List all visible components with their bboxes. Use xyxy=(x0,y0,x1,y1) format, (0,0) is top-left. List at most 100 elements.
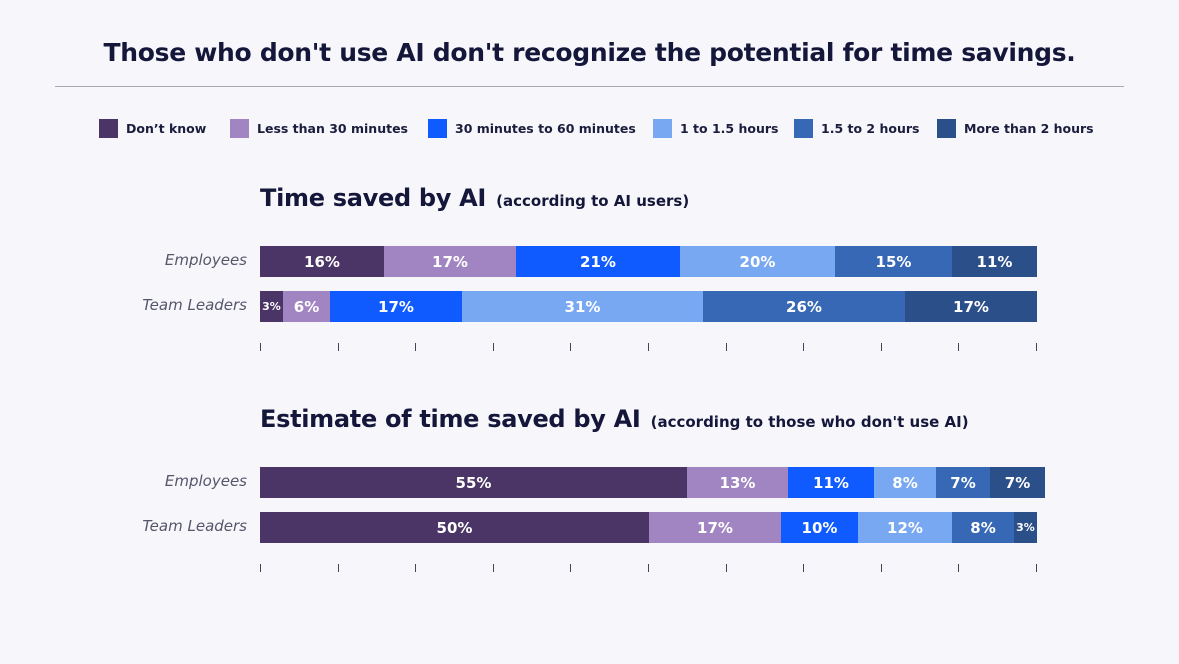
legend-swatch xyxy=(794,118,813,138)
data-label: 17% xyxy=(378,297,414,316)
data-label: 6% xyxy=(293,297,320,316)
chart-1-title-text: Time saved by AI xyxy=(260,184,487,212)
chart-2-row-label-team-leaders: Team Leaders xyxy=(142,517,247,535)
data-label: 11% xyxy=(813,473,849,492)
axis-tick xyxy=(493,564,494,572)
data-label: 26% xyxy=(786,297,822,316)
bar-segment: 8% xyxy=(874,467,936,498)
bar-segment: 7% xyxy=(936,467,990,498)
legend-swatch xyxy=(937,118,956,138)
chart-2-axis xyxy=(260,564,1037,572)
bar-segment: 6% xyxy=(283,291,330,322)
legend-label: More than 2 hours xyxy=(964,120,1094,136)
data-label: 50% xyxy=(436,518,473,537)
axis-tick xyxy=(803,343,804,351)
axis-tick xyxy=(1036,343,1037,351)
axis-tick xyxy=(415,564,416,572)
data-label: 3% xyxy=(262,300,281,313)
axis-tick xyxy=(648,564,649,572)
chart-1-title: Time saved by AI (according to AI users) xyxy=(260,184,689,212)
axis-tick xyxy=(958,564,959,572)
axis-tick xyxy=(338,564,339,572)
legend-label: 1 to 1.5 hours xyxy=(680,120,779,136)
bar-segment: 3% xyxy=(1014,512,1037,543)
chart-1-bar-team-leaders: 3% 6% 17% 31% 26% 17% xyxy=(260,291,1037,322)
legend-item-dont-know: Don’t know xyxy=(99,118,206,138)
bar-segment: 12% xyxy=(858,512,952,543)
axis-tick xyxy=(493,343,494,351)
data-label: 13% xyxy=(719,473,756,492)
data-label: 8% xyxy=(892,473,918,492)
axis-tick xyxy=(726,564,727,572)
data-label: 17% xyxy=(697,518,733,537)
legend-swatch xyxy=(99,118,118,138)
axis-tick xyxy=(1036,564,1037,572)
bar-segment: 15% xyxy=(835,246,952,277)
bar-segment: 8% xyxy=(952,512,1014,543)
axis-tick xyxy=(570,343,571,351)
chart-1-row-label-team-leaders: Team Leaders xyxy=(142,296,247,314)
data-label: 31% xyxy=(564,297,601,316)
legend-swatch xyxy=(230,118,249,138)
axis-tick xyxy=(415,343,416,351)
bar-segment: 55% xyxy=(260,467,687,498)
bar-segment: 31% xyxy=(462,291,703,322)
legend-item-less-than-30-minutes: Less than 30 minutes xyxy=(230,118,408,138)
bar-segment: 26% xyxy=(703,291,905,322)
data-label: 3% xyxy=(1016,521,1035,534)
legend-label: Don’t know xyxy=(126,120,207,136)
chart-2-subtitle: (according to those who don't use AI) xyxy=(650,413,969,431)
data-label: 21% xyxy=(580,252,616,271)
chart-2-bar-employees: 55% 13% 11% 8% 7% 7% xyxy=(260,467,1045,498)
bar-segment: 11% xyxy=(952,246,1037,277)
chart-2-title: Estimate of time saved by AI (according … xyxy=(260,405,969,433)
axis-tick xyxy=(726,343,727,351)
bar-segment: 17% xyxy=(330,291,462,322)
chart-2-bar-team-leaders: 50% 17% 10% 12% 8% 3% xyxy=(260,512,1037,543)
bar-segment: 17% xyxy=(905,291,1037,322)
bar-segment: 21% xyxy=(516,246,680,277)
chart-2-row-label-employees: Employees xyxy=(164,472,247,490)
legend-item-more-than-2-hours: More than 2 hours xyxy=(937,118,1094,138)
data-label: 17% xyxy=(953,297,989,316)
bar-segment: 20% xyxy=(680,246,835,277)
legend-label: 30 minutes to 60 minutes xyxy=(455,120,636,136)
data-label: 12% xyxy=(887,518,923,537)
bar-segment: 13% xyxy=(687,467,788,498)
axis-tick xyxy=(881,564,882,572)
data-label: 7% xyxy=(950,473,976,492)
title-divider xyxy=(55,86,1124,87)
bar-segment: 17% xyxy=(384,246,516,277)
axis-tick xyxy=(260,343,261,351)
chart-1-row-label-employees: Employees xyxy=(164,251,247,269)
chart-1-bar-employees: 16% 17% 21% 20% 15% 11% xyxy=(260,246,1037,277)
chart-2-title-text: Estimate of time saved by AI xyxy=(260,405,641,433)
legend-label: Less than 30 minutes xyxy=(257,120,408,136)
page-title: Those who don't use AI don't recognize t… xyxy=(103,38,1076,67)
bar-segment: 17% xyxy=(649,512,781,543)
axis-tick xyxy=(338,343,339,351)
bar-segment: 16% xyxy=(260,246,384,277)
legend-label: 1.5 to 2 hours xyxy=(821,120,920,136)
axis-tick xyxy=(260,564,261,572)
legend-item-1-to-1-5-hours: 1 to 1.5 hours xyxy=(653,118,778,138)
axis-tick xyxy=(648,343,649,351)
data-label: 10% xyxy=(801,518,838,537)
data-label: 20% xyxy=(739,252,776,271)
data-label: 15% xyxy=(875,252,912,271)
legend-swatch xyxy=(653,118,672,138)
bar-segment: 50% xyxy=(260,512,649,543)
data-label: 17% xyxy=(432,252,468,271)
bar-segment: 3% xyxy=(260,291,283,322)
bar-segment: 10% xyxy=(781,512,858,543)
axis-tick xyxy=(881,343,882,351)
data-label: 16% xyxy=(304,252,340,271)
axis-tick xyxy=(958,343,959,351)
bar-segment: 11% xyxy=(788,467,874,498)
legend-item-1-5-to-2-hours: 1.5 to 2 hours xyxy=(794,118,919,138)
data-label: 11% xyxy=(976,252,1013,271)
data-label: 7% xyxy=(1004,473,1031,492)
legend-item-30-to-60-minutes: 30 minutes to 60 minutes xyxy=(428,118,636,138)
axis-tick xyxy=(803,564,804,572)
data-label: 55% xyxy=(455,473,492,492)
